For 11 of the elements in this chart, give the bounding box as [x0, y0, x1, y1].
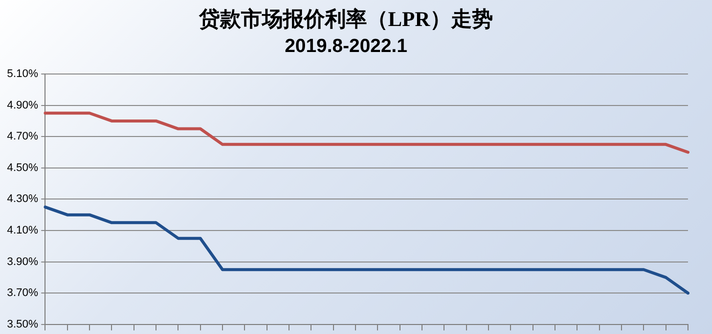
y-tick-label: 4.70% [6, 130, 38, 143]
y-tick-label: 5.10% [6, 68, 38, 80]
y-tick-label: 4.50% [6, 162, 38, 174]
chart-title: 贷款市场报价利率（LPR）走势 [198, 7, 493, 32]
y-tick-label: 4.30% [6, 193, 38, 206]
y-tick-label: 3.70% [6, 287, 38, 300]
y-tick-label: 3.90% [6, 256, 38, 268]
y-tick-label: 4.10% [6, 224, 38, 237]
y-tick-label: 3.50% [6, 318, 38, 330]
chart-subtitle: 2019.8-2022.1 [284, 36, 408, 57]
y-tick-label: 4.90% [6, 99, 38, 112]
